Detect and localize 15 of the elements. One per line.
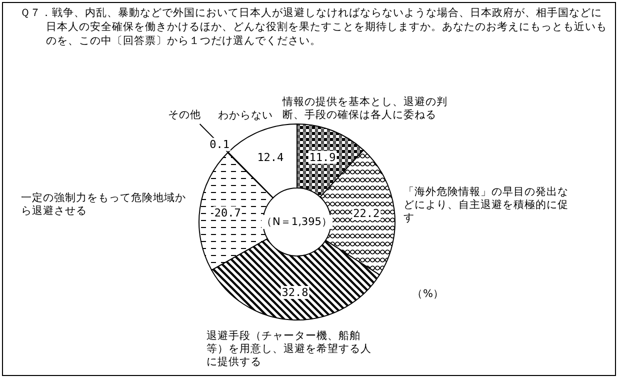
data-label: 22.2 — [353, 207, 380, 220]
data-label: 20.7 — [214, 206, 241, 220]
chart-title: Ｑ７．戦争、内乱、暴動などで外国において日本人が退避しなければならないような場合、日本政府が、相手国などに日本人の安全確保を働きかけるほか、どんな役割を果たすことを期待しますか。あなたのお考えにもっとも近いものを、この中〔回答票〕から１つだけ選んでください。 — [20, 6, 608, 48]
slice-label: わからない — [218, 110, 274, 123]
slice-label: その他 — [168, 109, 202, 122]
data-label: 11.9 — [309, 150, 336, 164]
text: （%） — [412, 287, 444, 301]
slice-label: 「海外危険情報」の早目の発出などにより、自主退避を積極的に促す — [403, 186, 570, 226]
data-label: 12.4 — [257, 151, 284, 164]
slice-label: 一定の強制力をもって危険地域から退避させる — [20, 192, 187, 219]
data-label: 0.1 — [210, 138, 230, 151]
slice-label: 退避手段（チャーター機、船舶等）を用意し、退避を希望する人に提供する — [206, 330, 373, 369]
data-label: 32.8 — [282, 286, 308, 299]
text: （N＝1,395） — [262, 215, 332, 229]
slice-label: 情報の提供を基本とし、退避の判断、手段の確保は各人に委ねる — [282, 96, 448, 122]
